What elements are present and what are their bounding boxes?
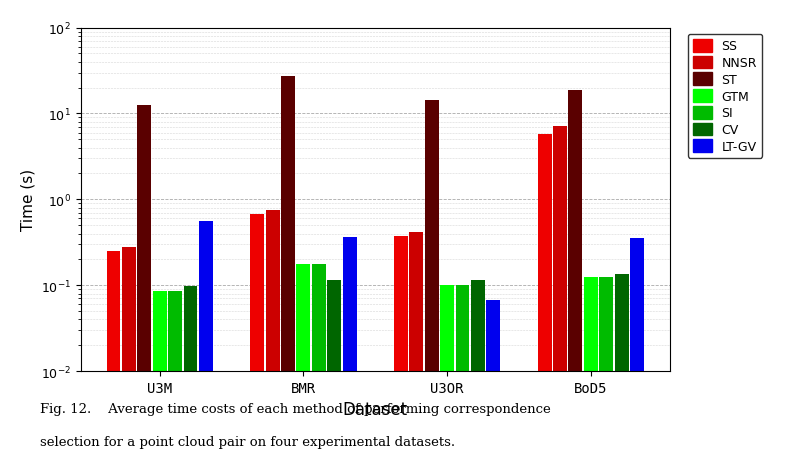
Bar [137,106,151,476]
Bar [630,239,644,476]
Bar [266,210,279,476]
Bar [296,265,311,476]
Bar [343,238,357,476]
Bar [409,232,423,476]
Bar [107,251,120,476]
Bar [168,292,182,476]
Bar [568,90,583,476]
Text: selection for a point cloud pair on four experimental datasets.: selection for a point cloud pair on four… [40,436,455,448]
Bar [424,100,439,476]
Bar [122,248,136,476]
Bar [328,280,341,476]
Bar [487,300,500,476]
Bar [440,286,454,476]
Legend: SS, NNSR, ST, GTM, SI, CV, LT-GV: SS, NNSR, ST, GTM, SI, CV, LT-GV [688,35,762,159]
Bar [537,135,551,476]
Bar [281,77,295,476]
Bar [312,265,326,476]
Bar [153,292,167,476]
Y-axis label: Time (s): Time (s) [20,169,36,231]
Bar [600,278,613,476]
Bar [583,278,598,476]
Bar [456,286,470,476]
Bar [553,127,567,476]
X-axis label: Dataset: Dataset [343,400,408,418]
Bar [199,221,213,476]
Bar [615,275,629,476]
Bar [471,280,485,476]
Bar [394,237,408,476]
Text: Fig. 12.    Average time costs of each method of performing correspondence: Fig. 12. Average time costs of each meth… [40,402,551,415]
Bar [250,214,264,476]
Bar [183,287,198,476]
